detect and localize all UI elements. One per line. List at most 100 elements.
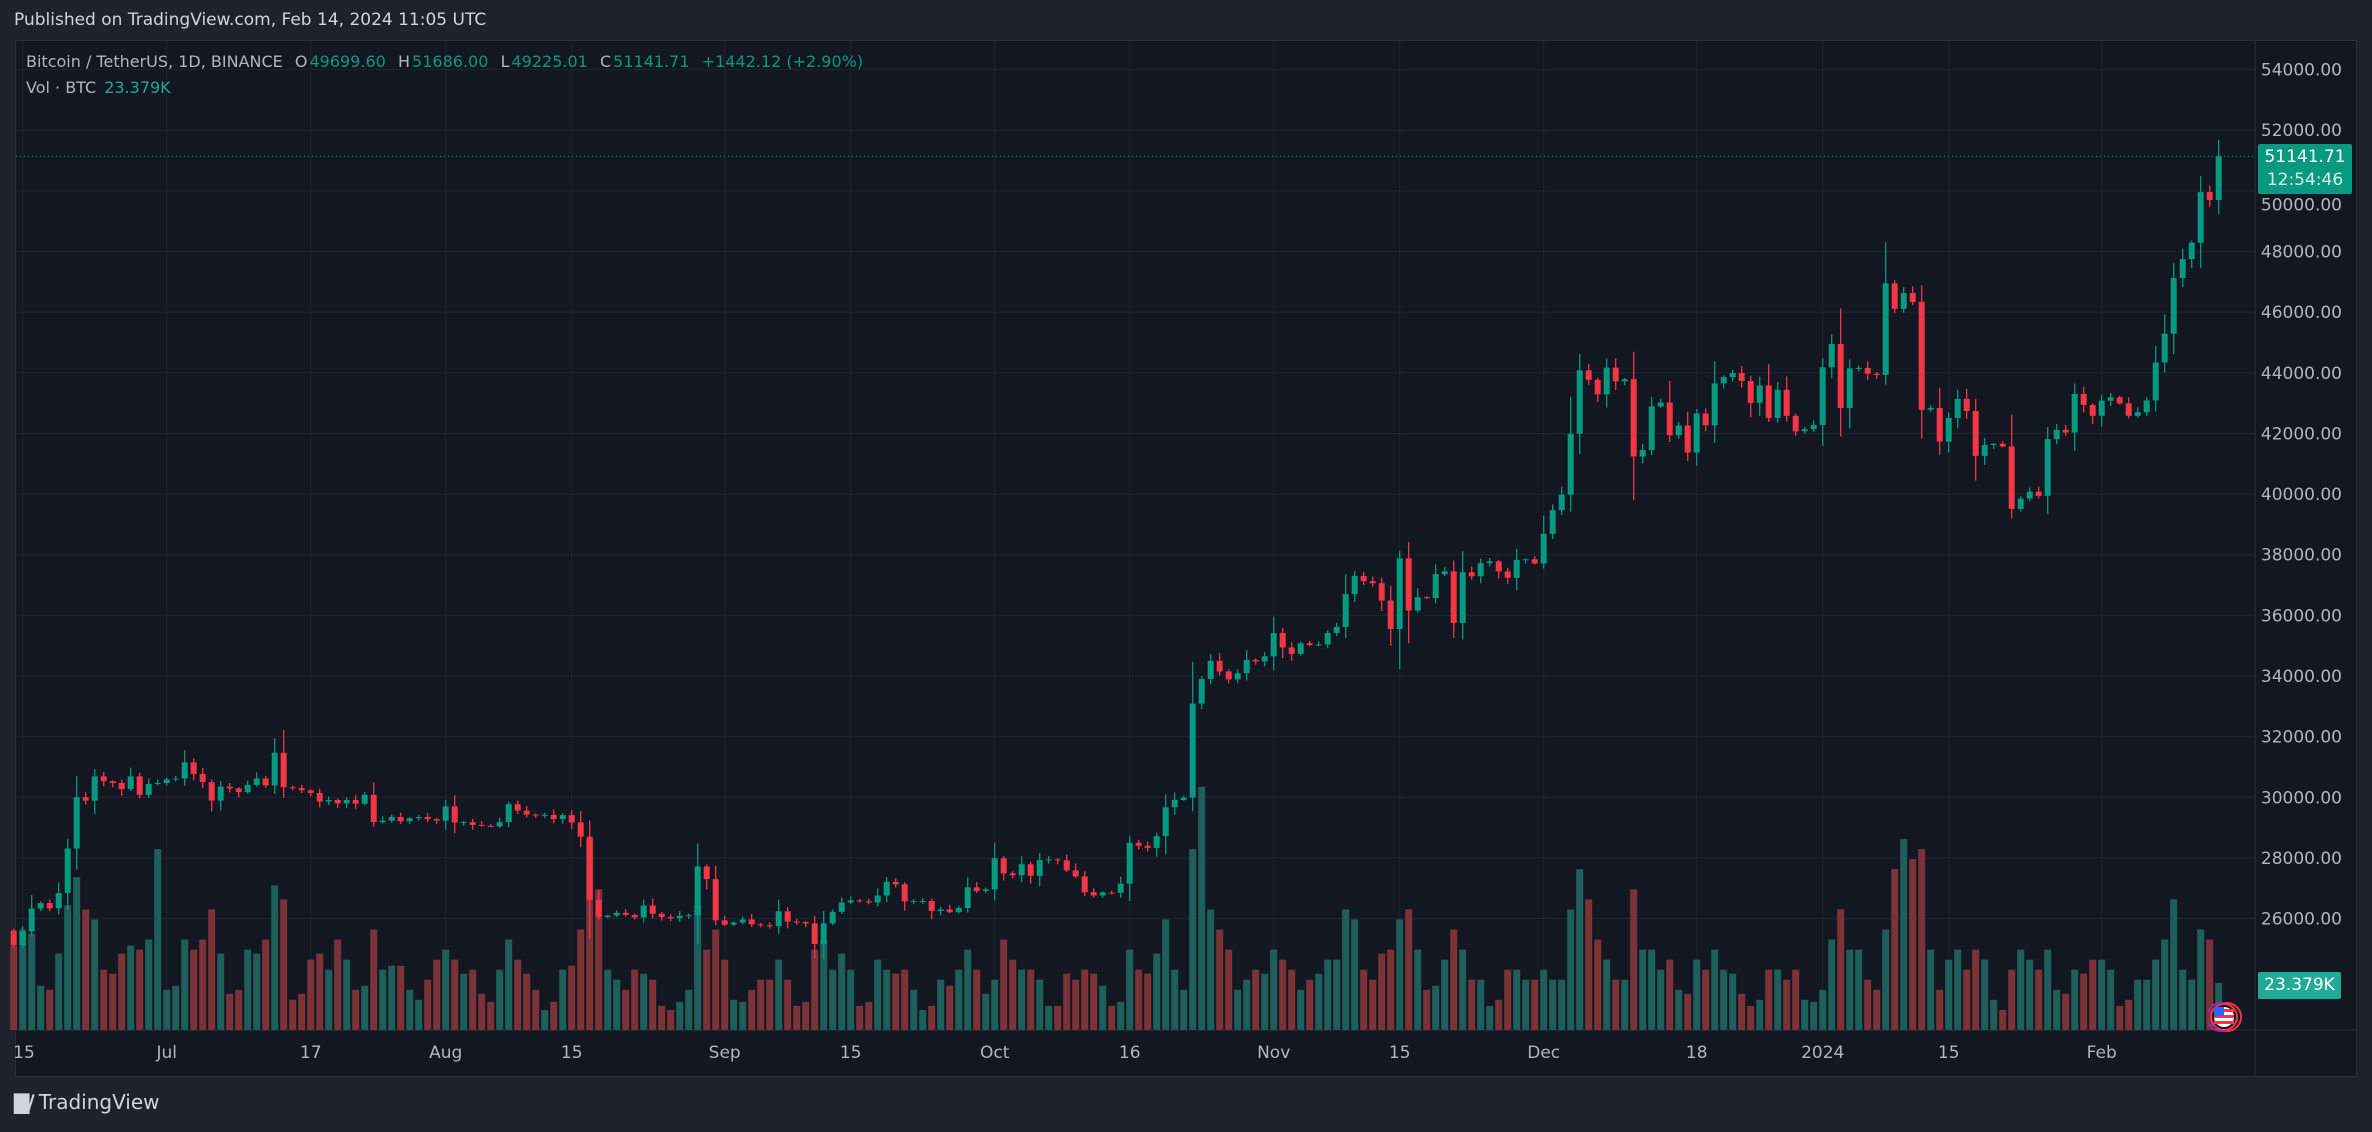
candle-body — [1711, 383, 1718, 426]
volume-bar — [172, 985, 180, 1030]
candle-body — [1261, 656, 1268, 662]
candle-body — [343, 800, 350, 804]
volume-bar — [1711, 949, 1719, 1030]
volume-bar — [757, 979, 765, 1030]
candle-body — [1324, 632, 1331, 645]
candle-body — [1918, 301, 1925, 410]
price-tick-label: 44000.00 — [2261, 364, 2342, 384]
volume-bar — [163, 989, 171, 1030]
volume-bar — [1954, 949, 1962, 1030]
volume-bar — [82, 909, 90, 1030]
candle-body — [1027, 864, 1034, 876]
candle-body — [1243, 659, 1250, 674]
volume-bar — [442, 949, 450, 1030]
candle-body — [919, 900, 926, 902]
time-tick-label: 16 — [1119, 1043, 1141, 1063]
volume-bar — [2143, 979, 2151, 1030]
candle-body — [1873, 373, 1880, 375]
volume-bar — [1297, 989, 1305, 1030]
candle-body — [739, 919, 746, 923]
volume-bar — [1702, 969, 1710, 1030]
volume-bar — [2116, 1005, 2124, 1030]
candle-body — [37, 903, 44, 909]
volume-bar — [64, 905, 72, 1030]
volume-bar — [298, 993, 306, 1030]
us-flag-event-icon[interactable] — [2208, 1000, 2242, 1034]
volume-bar — [1036, 979, 1044, 1030]
candle-body — [424, 816, 431, 820]
volume-bar — [1531, 979, 1539, 1030]
open-label: O — [294, 52, 308, 71]
candle-body — [613, 912, 620, 916]
candle-body — [2017, 498, 2024, 509]
candle-body — [496, 822, 503, 827]
candle-body — [586, 836, 593, 900]
volume-bar — [1054, 1005, 1062, 1030]
volume-bar — [991, 979, 999, 1030]
volume-bar — [649, 979, 657, 1030]
volume-bar — [955, 969, 963, 1030]
volume-bar — [748, 989, 756, 1030]
candle-body — [2188, 242, 2195, 260]
volume-bar — [838, 953, 846, 1030]
volume-bar — [208, 909, 216, 1030]
volume-bar — [1747, 1005, 1755, 1030]
volume-title[interactable]: Vol · BTC — [26, 78, 97, 97]
volume-bar — [685, 989, 693, 1030]
candle-body — [235, 788, 242, 793]
candle-body — [2161, 333, 2168, 363]
candle-body — [1162, 807, 1169, 837]
volume-bar — [1351, 919, 1359, 1030]
candle-body — [1531, 559, 1538, 564]
candle-body — [910, 900, 917, 902]
candle-body — [2044, 439, 2051, 496]
candle-body — [271, 752, 278, 786]
price-tick-label: 34000.00 — [2261, 667, 2342, 687]
volume-bar — [433, 959, 441, 1030]
volume-bar — [1864, 979, 1872, 1030]
candle-body — [1000, 858, 1007, 874]
volume-bar — [1963, 969, 1971, 1030]
high-value: 51686.00 — [412, 52, 489, 71]
volume-bar — [1621, 979, 1629, 1030]
candle-body — [127, 776, 134, 790]
price-tick-label: 36000.00 — [2261, 606, 2342, 626]
candle-body — [1981, 444, 1988, 456]
volume-bar — [1801, 999, 1809, 1030]
candle-body — [136, 776, 143, 795]
candle-body — [1891, 283, 1898, 309]
volume-bar — [2107, 969, 2115, 1030]
volume-bar — [1612, 979, 1620, 1030]
volume-bar — [784, 979, 792, 1030]
candle-body — [685, 915, 692, 917]
candle-body — [964, 887, 971, 908]
candle-body — [10, 930, 17, 946]
candle-body — [1819, 367, 1826, 425]
time-tick-label: Sep — [709, 1043, 741, 1063]
volume-bar — [1891, 869, 1899, 1030]
volume-bar — [244, 949, 252, 1030]
candle-body — [352, 800, 359, 804]
volume-bar — [1450, 929, 1458, 1030]
volume-bar — [1441, 959, 1449, 1030]
volume-bar — [973, 969, 981, 1030]
symbol-title[interactable]: Bitcoin / TetherUS, 1D, BINANCE — [26, 52, 283, 71]
volume-bar — [694, 905, 702, 1030]
candle-body — [64, 848, 71, 894]
volume-bar — [325, 969, 333, 1030]
candle-body — [217, 786, 224, 801]
open-value: 49699.60 — [309, 52, 386, 71]
candle-body — [1054, 859, 1061, 861]
volume-bar — [802, 1001, 810, 1030]
chart-panel[interactable] — [15, 40, 2357, 1077]
candle-body — [1360, 575, 1367, 582]
candle-body — [1972, 411, 1979, 456]
footer-brand[interactable]: ▇∕ TradingView — [14, 1090, 160, 1114]
candle-body — [847, 900, 854, 903]
candle-body — [2080, 394, 2087, 405]
volume-bar — [253, 953, 261, 1030]
candle-body — [46, 903, 53, 909]
volume-bar — [541, 1009, 549, 1030]
candle-body — [226, 786, 233, 789]
